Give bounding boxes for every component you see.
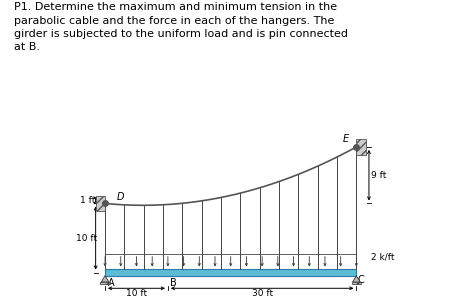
- Text: P1. Determine the maximum and minimum tension in the
parabolic cable and the for: P1. Determine the maximum and minimum te…: [14, 2, 348, 52]
- Text: 10 ft: 10 ft: [126, 289, 147, 298]
- Text: E: E: [343, 134, 349, 144]
- Bar: [356, 139, 366, 155]
- Text: A: A: [108, 278, 115, 288]
- Text: 9 ft: 9 ft: [371, 171, 386, 180]
- Text: 10 ft: 10 ft: [76, 233, 97, 243]
- Bar: [352, 282, 361, 284]
- Bar: [105, 269, 356, 276]
- Text: 30 ft: 30 ft: [252, 289, 273, 298]
- Bar: [96, 196, 105, 211]
- Polygon shape: [101, 276, 109, 282]
- Text: D: D: [117, 192, 124, 202]
- Text: C: C: [357, 275, 365, 285]
- Text: 2 k/ft: 2 k/ft: [371, 252, 394, 261]
- Text: B: B: [170, 278, 176, 288]
- Polygon shape: [353, 276, 360, 282]
- Bar: [100, 282, 110, 284]
- Text: 1 ft: 1 ft: [81, 196, 96, 205]
